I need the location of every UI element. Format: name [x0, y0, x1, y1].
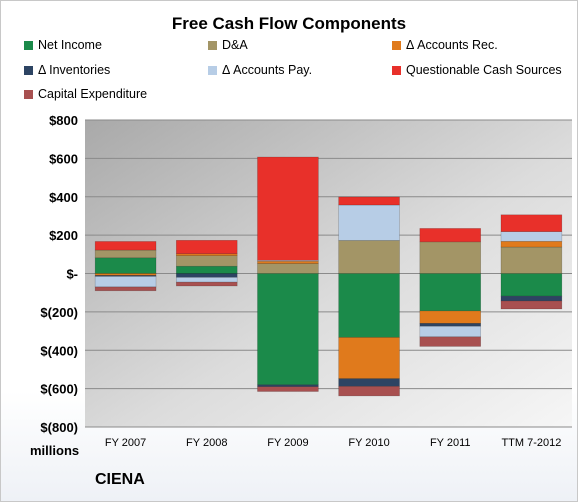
legend-accounts-rec: Δ Accounts Rec.	[392, 38, 498, 52]
y-tick-label: $(400)	[40, 343, 78, 358]
bar-segment-questionable	[419, 228, 481, 243]
legend-label-accounts-pay: Δ Accounts Pay.	[222, 63, 313, 77]
bar-segment-inventories	[338, 378, 400, 387]
chart-title: Free Cash Flow Components	[171, 14, 407, 33]
bar-segment-questionable	[176, 240, 238, 255]
bar-segment-questionable	[94, 241, 157, 251]
bar-segment-da	[419, 241, 481, 274]
bar-segment-net_income	[94, 257, 157, 274]
bar-segment-capex	[500, 300, 563, 310]
legend-swatch-questionable	[392, 66, 401, 75]
bar-segment-net_income	[500, 273, 563, 297]
bar-segment-accounts_rec	[419, 310, 481, 324]
legend-label-da: D&A	[222, 38, 248, 52]
gridlines	[85, 119, 572, 428]
y-tick-label: $(600)	[40, 382, 78, 397]
x-tick-label: FY 2010	[348, 437, 389, 449]
bar-segment-capex	[419, 336, 481, 347]
bar-segment-accounts_pay	[176, 277, 238, 283]
legend-label-questionable: Questionable Cash Sources	[406, 63, 562, 77]
y-tick-label: $-	[66, 267, 78, 282]
bar-segment-inventories	[176, 273, 238, 278]
x-tick-label: FY 2008	[186, 437, 227, 449]
bar-segment-accounts_pay	[500, 231, 563, 242]
units-label: millions	[30, 443, 80, 458]
y-tick-label: $(200)	[40, 305, 78, 320]
y-tick-label: $600	[49, 151, 78, 166]
bar-segment-accounts_rec	[176, 253, 238, 256]
bar-segment-accounts_rec	[500, 240, 563, 248]
bar-segment-inventories	[419, 323, 481, 327]
legend-questionable: Questionable Cash Sources	[392, 63, 562, 77]
y-tick-labels: $800 $600 $400 $200 $- $(200) $(400) $(600) $(80…	[40, 113, 78, 435]
legend-label-inventories: Δ Inventories	[38, 63, 111, 77]
legend-accounts-pay: Δ Accounts Pay.	[208, 63, 312, 77]
bar-segment-capex	[176, 281, 238, 287]
y-tick-label: $800	[49, 113, 78, 128]
bar-segment-accounts_pay	[338, 204, 400, 241]
y-tick-label: $200	[49, 228, 78, 243]
y-tick-label: $400	[49, 190, 78, 205]
legend-swatch-inventories	[24, 66, 33, 75]
legend-label-net-income: Net Income	[38, 38, 102, 52]
bar-segment-accounts_pay	[419, 325, 481, 338]
legend-da: D&A	[208, 38, 248, 52]
company-name: CIENA	[95, 471, 145, 488]
legend-inventories: Δ Inventories	[24, 63, 110, 77]
legend-swatch-capex	[24, 90, 33, 99]
legend-swatch-accounts-pay	[208, 66, 217, 75]
bar-segment-questionable	[257, 156, 319, 261]
bar-segment-net_income	[338, 273, 400, 338]
bar-segment-da	[176, 255, 238, 267]
bar-segment-questionable	[338, 196, 400, 206]
bar-segment-net_income	[257, 273, 319, 386]
x-tick-label: FY 2011	[430, 437, 471, 449]
bar-segment-accounts_pay	[94, 276, 157, 288]
x-tick-label: FY 2007	[105, 437, 146, 449]
bar-stacks	[94, 156, 563, 397]
x-tick-label: FY 2009	[267, 437, 308, 449]
legend-swatch-accounts-rec	[392, 41, 401, 50]
bar-segment-accounts_rec	[338, 337, 400, 379]
legend-label-capex: Capital Expenditure	[38, 87, 148, 101]
bar-segment-capex	[257, 386, 319, 392]
legend-capex: Capital Expenditure	[24, 87, 147, 101]
x-tick-labels: FY 2007 FY 2008 FY 2009 FY 2010 FY 2011 TTM 7…	[105, 437, 561, 449]
legend-label-accounts-rec: Δ Accounts Rec.	[406, 38, 498, 52]
bar-segment-net_income	[176, 265, 238, 274]
bar-segment-da	[500, 246, 563, 274]
bar-segment-accounts_rec	[257, 260, 319, 264]
x-tick-label: TTM 7-2012	[501, 437, 561, 449]
bar-segment-da	[338, 240, 400, 274]
bar-segment-questionable	[500, 214, 563, 232]
bar-segment-da	[257, 263, 319, 274]
bar-segment-da	[94, 249, 157, 259]
legend-swatch-da	[208, 41, 217, 50]
bar-segment-inventories	[500, 295, 563, 302]
bar-segment-capex	[94, 286, 157, 292]
bar-segment-capex	[338, 386, 400, 397]
legend-net-income: Net Income	[24, 38, 102, 52]
legend-swatch-net-income	[24, 41, 33, 50]
bar-segment-net_income	[419, 273, 481, 312]
y-tick-label: $(800)	[40, 420, 78, 435]
